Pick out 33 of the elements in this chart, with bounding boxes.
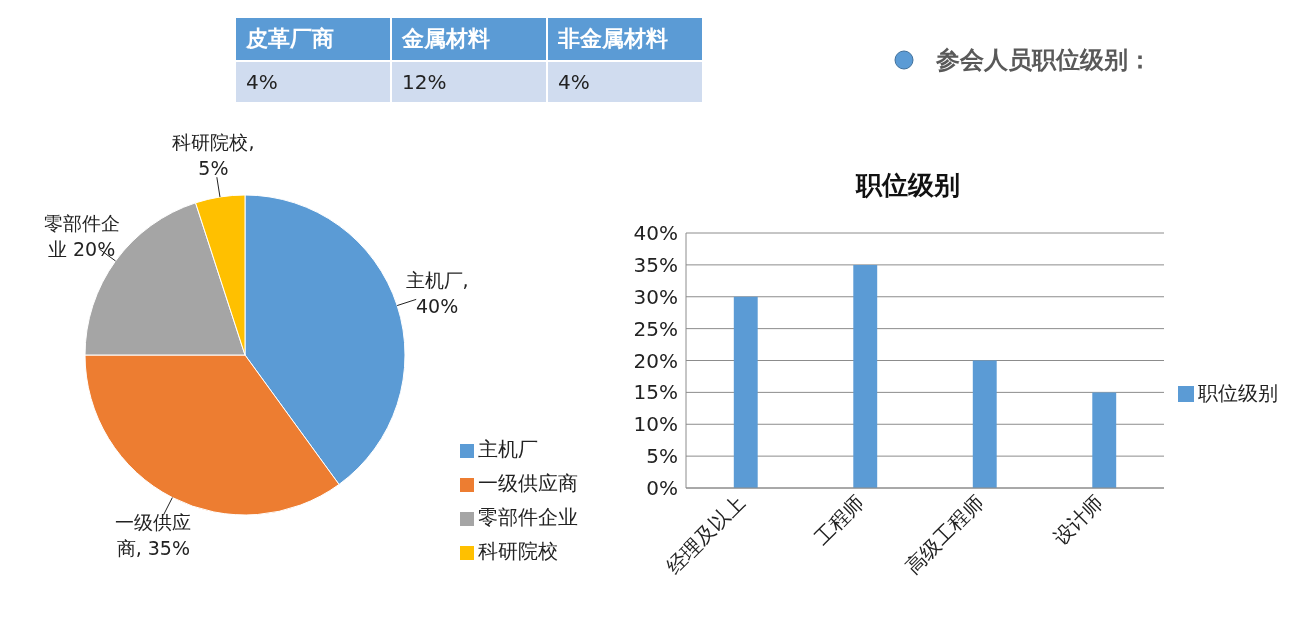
data-label: 一级供应商, 35%	[115, 510, 192, 559]
data-label: 零部件企业 20%	[43, 212, 120, 261]
category-label: 金属材料	[391, 18, 547, 61]
legend-label: 职位级别	[1198, 380, 1278, 405]
category-label: 非金属材料	[547, 18, 703, 61]
category-label: 皮革厂商	[236, 18, 391, 61]
legend-label: 科研院校	[478, 539, 558, 563]
y-tick-label: 25%	[633, 316, 678, 341]
y-tick-label: 15%	[633, 380, 678, 405]
y-tick-label: 10%	[633, 412, 678, 437]
y-tick-label: 5%	[646, 444, 678, 469]
bar	[1092, 392, 1117, 488]
bar	[853, 264, 878, 488]
data-label: 主机厂, 40%	[405, 268, 469, 317]
x-tick-label: 设计师	[1048, 490, 1108, 550]
legend-label: 一级供应商	[478, 471, 578, 495]
data-label: 4%	[236, 61, 391, 102]
data-label: 12%	[391, 61, 547, 102]
x-tick-label: 工程师	[809, 490, 869, 550]
legend-label: 主机厂	[478, 437, 538, 461]
legend-label: 零部件企业	[478, 505, 578, 529]
data-label: 4%	[547, 61, 703, 102]
text: 参会人员职位级别：	[936, 45, 1152, 76]
y-tick-label: 0%	[646, 476, 678, 501]
chart-title: 职位级别	[856, 170, 960, 200]
data-label: 科研院校, 5%	[172, 131, 255, 180]
bar	[972, 360, 997, 488]
y-tick-label: 20%	[633, 348, 678, 373]
y-tick-label: 40%	[633, 221, 678, 246]
bar	[733, 296, 758, 488]
x-tick-label: 高级工程师	[900, 490, 989, 579]
y-tick-label: 35%	[633, 252, 678, 277]
y-tick-label: 30%	[633, 284, 678, 309]
